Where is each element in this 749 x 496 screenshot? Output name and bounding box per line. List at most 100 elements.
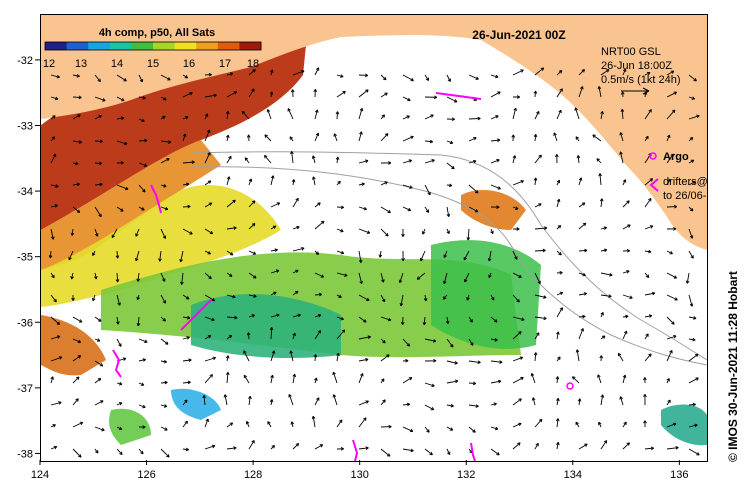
- current-arrow: [464, 272, 470, 283]
- current-arrow: [94, 74, 101, 83]
- colorbar-tick-label: 18: [247, 58, 259, 70]
- map-date-title: 26-Jun-2021 00Z: [472, 28, 565, 42]
- argo-legend: Argo drifters@12h to 26/06-12Z: [649, 151, 707, 202]
- colorbar-swatch: [239, 42, 262, 50]
- current-arrow: [72, 182, 80, 187]
- current-arrow: [94, 448, 99, 454]
- current-arrow: [402, 74, 414, 82]
- drifters-legend-time: to 26/06-12Z: [663, 190, 707, 202]
- current-arrow: [72, 338, 82, 344]
- current-arrow: [336, 228, 344, 233]
- x-tick-label: 132: [457, 469, 475, 481]
- current-arrow: [622, 270, 630, 274]
- current-arrow: [512, 107, 517, 120]
- current-arrow: [446, 96, 458, 103]
- current-arrow: [600, 110, 604, 120]
- current-arrow: [313, 89, 318, 98]
- current-arrow: [424, 448, 433, 456]
- current-arrow: [380, 133, 389, 142]
- current-arrow: [204, 180, 212, 186]
- current-arrow: [446, 448, 451, 455]
- current-arrow: [226, 176, 231, 186]
- current-arrow: [160, 74, 171, 81]
- current-arrow: [380, 74, 387, 81]
- current-arrow: [556, 224, 562, 230]
- current-arrow: [182, 160, 195, 165]
- colorbar-swatch: [153, 42, 176, 50]
- current-arrow: [556, 109, 562, 120]
- current-arrow: [512, 227, 520, 231]
- current-arrow: [556, 331, 560, 340]
- current-arrow: [314, 132, 320, 142]
- current-arrow: [666, 91, 678, 98]
- current-arrow: [666, 335, 677, 340]
- current-arrow: [269, 327, 274, 340]
- map-frame[interactable]: 4h comp, p50, All Sats 12 13 14 15 16 17 18 26…: [40, 14, 708, 462]
- current-arrow: [71, 294, 75, 301]
- current-arrow: [512, 272, 522, 278]
- current-arrow: [225, 355, 230, 362]
- current-arrow: [402, 135, 414, 142]
- current-arrow: [446, 117, 455, 122]
- current-arrow: [314, 292, 323, 297]
- current-arrow: [423, 294, 428, 302]
- current-arrow: [534, 316, 547, 321]
- current-arrow: [468, 116, 481, 121]
- sst-map[interactable]: 4h comp, p50, All Sats 12 13 14 15 16 17 18 26…: [41, 15, 707, 461]
- current-arrow: [688, 206, 694, 212]
- current-arrow: [555, 418, 560, 428]
- current-arrow: [138, 74, 144, 83]
- current-arrow: [512, 422, 522, 428]
- current-arrow: [643, 393, 647, 406]
- current-arrow: [160, 448, 170, 458]
- current-arrow: [358, 73, 369, 78]
- current-arrow: [204, 335, 212, 340]
- current-arrow: [688, 377, 699, 384]
- current-arrow: [578, 177, 583, 186]
- current-arrow: [688, 180, 696, 186]
- colorbar-swatch: [109, 42, 132, 50]
- current-arrow: [270, 175, 275, 186]
- current-arrow: [335, 111, 340, 120]
- current-arrow: [688, 159, 695, 164]
- current-arrow: [380, 354, 390, 362]
- current-arrow: [666, 272, 678, 279]
- current-arrow: [136, 294, 140, 301]
- current-arrow: [158, 250, 162, 262]
- current-arrow: [490, 184, 501, 190]
- current-arrow: [424, 206, 430, 213]
- current-arrow: [644, 353, 652, 362]
- current-arrow: [688, 74, 697, 82]
- current-arrow: [600, 69, 610, 76]
- colorbar-swatch: [131, 42, 154, 50]
- current-arrow: [50, 115, 56, 120]
- current-arrow: [72, 114, 81, 120]
- current-arrow: [248, 272, 257, 279]
- current-arrow: [402, 448, 414, 453]
- current-arrow: [446, 228, 450, 234]
- current-arrow: [269, 91, 274, 98]
- colorbar-tick-label: 15: [147, 58, 159, 70]
- current-arrow: [50, 335, 61, 340]
- colorbar-swatches: [44, 41, 262, 51]
- y-tick-label: -35: [17, 252, 33, 264]
- current-arrow: [72, 421, 84, 428]
- current-arrow: [443, 272, 448, 285]
- current-arrow: [644, 135, 649, 142]
- current-arrow: [226, 91, 238, 98]
- current-arrow: [380, 161, 392, 165]
- current-arrow: [50, 74, 60, 79]
- current-arrow: [575, 349, 580, 362]
- current-arrow: [270, 444, 276, 450]
- current-arrow: [248, 223, 256, 230]
- current-arrow: [424, 139, 433, 144]
- current-arrow: [72, 140, 83, 144]
- current-arrow: [534, 111, 540, 120]
- current-arrow: [578, 272, 586, 277]
- current-arrow: [622, 68, 627, 76]
- current-arrow: [575, 136, 580, 142]
- current-arrow: [424, 95, 438, 100]
- current-arrow: [688, 423, 698, 428]
- current-arrow: [72, 161, 79, 166]
- current-arrow: [688, 228, 694, 239]
